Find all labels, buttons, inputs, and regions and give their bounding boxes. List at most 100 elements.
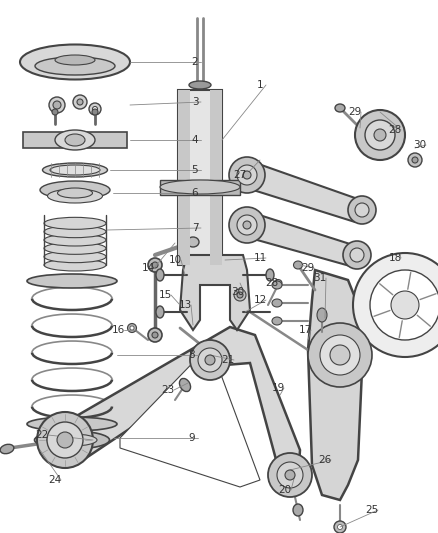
Ellipse shape (127, 324, 137, 333)
Ellipse shape (55, 55, 95, 65)
Polygon shape (23, 132, 127, 148)
Ellipse shape (89, 103, 101, 115)
Ellipse shape (148, 258, 162, 272)
Text: 28: 28 (389, 125, 402, 135)
Ellipse shape (35, 57, 115, 75)
Text: 21: 21 (221, 355, 235, 365)
Text: 25: 25 (365, 505, 378, 515)
Ellipse shape (334, 521, 346, 533)
Ellipse shape (148, 328, 162, 342)
Ellipse shape (42, 163, 107, 177)
Circle shape (374, 129, 386, 141)
Polygon shape (178, 90, 190, 265)
Ellipse shape (44, 217, 106, 229)
Ellipse shape (156, 269, 164, 281)
Text: 27: 27 (233, 170, 247, 180)
Text: 16: 16 (111, 325, 125, 335)
Circle shape (268, 453, 312, 497)
Ellipse shape (44, 251, 106, 263)
Ellipse shape (272, 299, 282, 307)
Text: 20: 20 (279, 485, 292, 495)
Circle shape (229, 157, 265, 193)
Ellipse shape (20, 44, 130, 79)
Ellipse shape (293, 261, 303, 269)
Text: 19: 19 (272, 383, 285, 393)
Circle shape (370, 270, 438, 340)
Text: 17: 17 (298, 325, 311, 335)
Ellipse shape (180, 378, 191, 392)
Polygon shape (237, 212, 363, 266)
Polygon shape (210, 90, 222, 265)
Circle shape (277, 462, 303, 488)
Ellipse shape (50, 165, 100, 175)
Text: 3: 3 (192, 97, 198, 107)
Text: 30: 30 (231, 287, 244, 297)
Circle shape (350, 248, 364, 262)
Text: 26: 26 (318, 455, 332, 465)
Text: 23: 23 (161, 385, 175, 395)
Text: 1: 1 (257, 80, 263, 90)
Ellipse shape (53, 101, 61, 109)
Ellipse shape (27, 417, 117, 431)
Ellipse shape (335, 104, 345, 112)
Circle shape (330, 345, 350, 365)
Text: 2: 2 (192, 57, 198, 67)
Ellipse shape (47, 434, 97, 446)
Ellipse shape (412, 157, 418, 163)
Ellipse shape (317, 308, 327, 322)
Ellipse shape (40, 181, 110, 199)
Text: 31: 31 (313, 273, 327, 283)
Ellipse shape (152, 332, 158, 338)
Text: 29: 29 (301, 263, 314, 273)
Polygon shape (160, 180, 240, 195)
Circle shape (353, 253, 438, 357)
Circle shape (229, 207, 265, 243)
Ellipse shape (272, 317, 282, 325)
Ellipse shape (77, 99, 83, 105)
Ellipse shape (274, 279, 282, 287)
Ellipse shape (0, 445, 14, 454)
Text: 4: 4 (192, 135, 198, 145)
Text: 18: 18 (389, 253, 402, 263)
Ellipse shape (49, 97, 65, 113)
Ellipse shape (52, 109, 58, 115)
Text: 24: 24 (48, 475, 62, 485)
Text: 10: 10 (169, 255, 182, 265)
Polygon shape (120, 345, 260, 487)
Ellipse shape (55, 130, 95, 150)
Text: 5: 5 (192, 165, 198, 175)
Ellipse shape (189, 81, 211, 89)
Ellipse shape (338, 524, 343, 529)
Polygon shape (180, 255, 250, 330)
Circle shape (37, 412, 93, 468)
Text: 12: 12 (253, 295, 267, 305)
Ellipse shape (73, 95, 87, 109)
Ellipse shape (65, 134, 85, 146)
Polygon shape (308, 270, 362, 500)
Circle shape (391, 291, 419, 319)
Circle shape (355, 110, 405, 160)
Ellipse shape (408, 153, 422, 167)
Text: 28: 28 (265, 278, 279, 288)
Ellipse shape (44, 225, 106, 238)
Circle shape (190, 340, 230, 380)
Circle shape (47, 422, 83, 458)
Circle shape (205, 355, 215, 365)
Ellipse shape (272, 281, 282, 289)
Ellipse shape (266, 269, 274, 281)
Circle shape (243, 171, 251, 179)
Polygon shape (73, 327, 300, 493)
Ellipse shape (160, 180, 240, 194)
Ellipse shape (156, 306, 164, 318)
Circle shape (237, 165, 257, 185)
Ellipse shape (130, 326, 134, 330)
Text: 22: 22 (35, 430, 49, 440)
Ellipse shape (47, 189, 102, 203)
Polygon shape (237, 161, 368, 222)
Ellipse shape (187, 237, 199, 247)
Text: 8: 8 (189, 350, 195, 360)
Circle shape (365, 120, 395, 150)
Circle shape (237, 215, 257, 235)
Text: 13: 13 (178, 300, 192, 310)
Circle shape (57, 432, 73, 448)
